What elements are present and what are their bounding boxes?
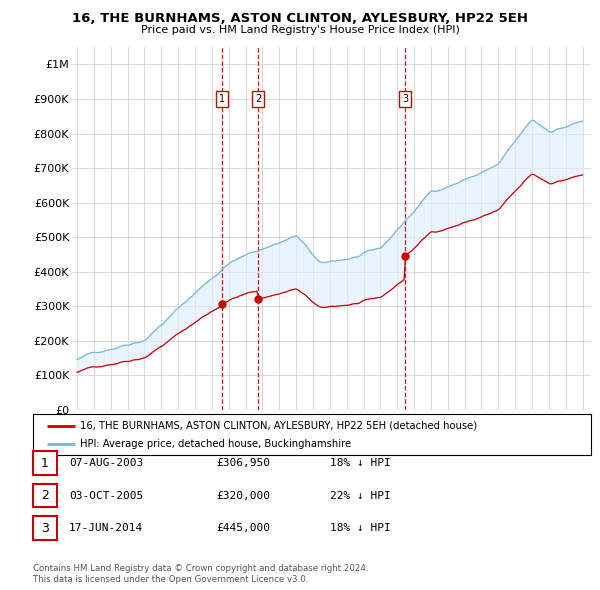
Text: 16, THE BURNHAMS, ASTON CLINTON, AYLESBURY, HP22 5EH (detached house): 16, THE BURNHAMS, ASTON CLINTON, AYLESBU… (80, 421, 478, 431)
Text: 03-OCT-2005: 03-OCT-2005 (69, 491, 143, 500)
Text: 17-JUN-2014: 17-JUN-2014 (69, 523, 143, 533)
Text: 1: 1 (218, 94, 224, 104)
Text: 18% ↓ HPI: 18% ↓ HPI (330, 458, 391, 468)
Text: 3: 3 (402, 94, 408, 104)
Text: £306,950: £306,950 (216, 458, 270, 468)
Text: £445,000: £445,000 (216, 523, 270, 533)
Text: 07-AUG-2003: 07-AUG-2003 (69, 458, 143, 468)
Text: 1: 1 (41, 457, 49, 470)
Text: 22% ↓ HPI: 22% ↓ HPI (330, 491, 391, 500)
Text: HPI: Average price, detached house, Buckinghamshire: HPI: Average price, detached house, Buck… (80, 439, 352, 449)
Text: 2: 2 (255, 94, 262, 104)
Text: £320,000: £320,000 (216, 491, 270, 500)
Text: Contains HM Land Registry data © Crown copyright and database right 2024.: Contains HM Land Registry data © Crown c… (33, 565, 368, 573)
Text: 16, THE BURNHAMS, ASTON CLINTON, AYLESBURY, HP22 5EH: 16, THE BURNHAMS, ASTON CLINTON, AYLESBU… (72, 12, 528, 25)
Text: 3: 3 (41, 522, 49, 535)
Text: 18% ↓ HPI: 18% ↓ HPI (330, 523, 391, 533)
Text: Price paid vs. HM Land Registry's House Price Index (HPI): Price paid vs. HM Land Registry's House … (140, 25, 460, 35)
Text: This data is licensed under the Open Government Licence v3.0.: This data is licensed under the Open Gov… (33, 575, 308, 584)
Text: 2: 2 (41, 489, 49, 502)
